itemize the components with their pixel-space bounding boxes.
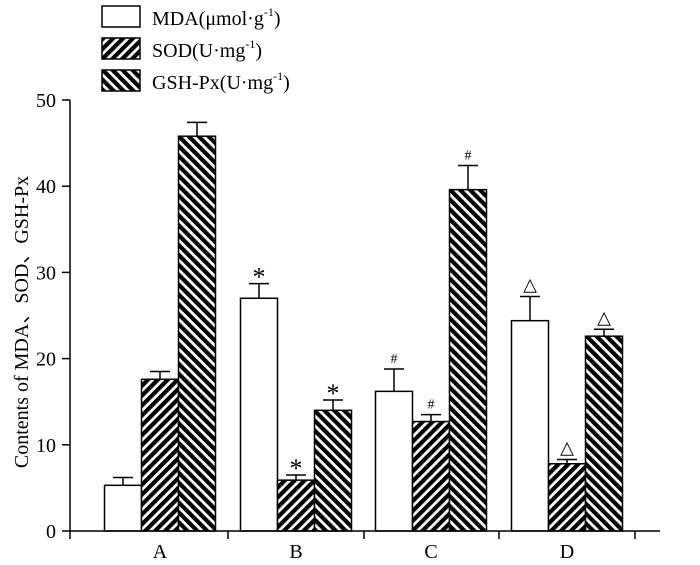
legend-label-gsh-px: GSH-Px(U·mg-1) [152, 69, 290, 94]
bar-mda-a [103, 484, 143, 532]
significance-marker: * [290, 454, 303, 483]
significance-marker: * [253, 263, 266, 292]
y-tick-label: 20 [36, 349, 56, 371]
bar-mda-c [374, 390, 414, 532]
x-tick-label-a: A [153, 541, 168, 563]
y-tick-label: 0 [46, 521, 56, 543]
plot-area: * # △ * # △ * # △ [103, 121, 624, 532]
legend-label-mda: MDA(μmol·g-1) [152, 5, 281, 30]
bar-gsh-px-d [584, 335, 624, 532]
y-tick-label: 30 [36, 262, 56, 284]
axes: 0 10 20 30 40 50 A B C D [36, 90, 660, 563]
bar-gsh-px-b [313, 409, 353, 532]
bar-mda-b [239, 297, 279, 532]
y-tick-label: 40 [36, 176, 56, 198]
significance-marker: # [428, 398, 435, 413]
bar-mda-d [510, 319, 550, 532]
significance-marker: # [391, 352, 398, 367]
significance-marker: # [465, 149, 472, 164]
x-tick-label-b: B [289, 541, 302, 563]
x-tick-label-d: D [560, 541, 574, 563]
bar-sod-c [411, 420, 451, 532]
bar-gsh-px-c [448, 188, 488, 532]
legend-swatch-sod [101, 37, 141, 60]
bar-sod-b [276, 479, 316, 532]
significance-marker: △ [560, 437, 574, 457]
significance-marker: △ [597, 307, 611, 327]
legend-swatch-mda [101, 5, 141, 28]
y-tick-label: 10 [36, 435, 56, 457]
legend-swatch-gsh-px [101, 69, 141, 92]
bar-gsh-px-a [177, 135, 217, 532]
bar-sod-d [547, 463, 587, 532]
legend: MDA(μmol·g-1) SOD(U·mg-1) GSH-Px(U·mg-1) [101, 5, 290, 94]
significance-marker: * [327, 379, 340, 408]
bar-sod-a [140, 378, 180, 532]
y-axis-title: Contents of MDA、SOD、GSH-Px [11, 176, 33, 468]
legend-label-sod: SOD(U·mg-1) [152, 37, 262, 62]
x-tick-label-c: C [424, 541, 437, 563]
significance-marker: △ [523, 275, 537, 295]
y-tick-label: 50 [36, 90, 56, 112]
